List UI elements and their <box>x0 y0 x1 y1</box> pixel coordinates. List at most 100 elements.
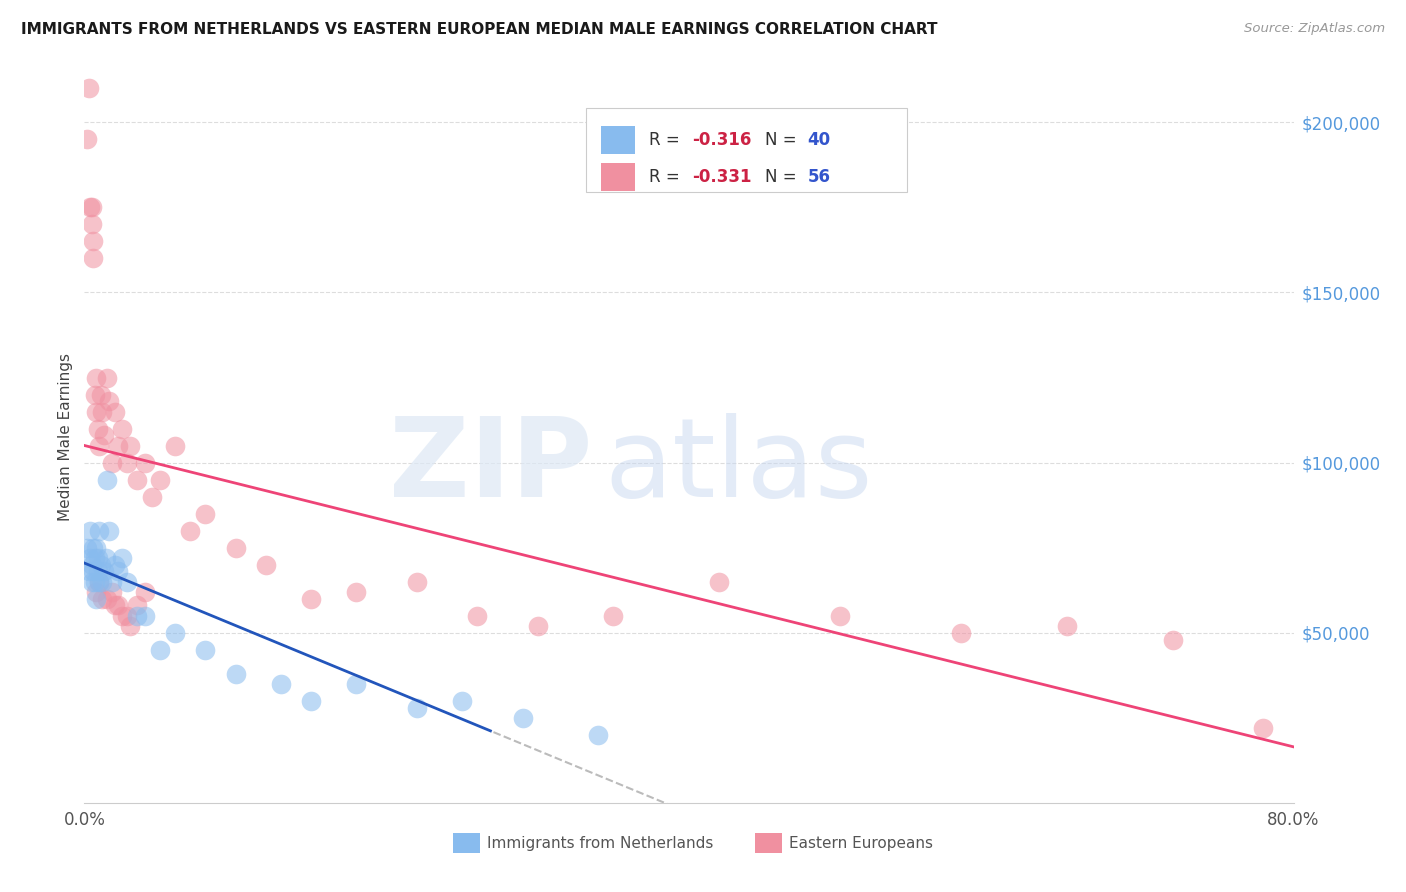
Point <box>82 541 104 555</box>
Bar <box>755 833 782 854</box>
Bar <box>600 163 634 191</box>
Point <box>97 524 120 538</box>
Point <box>86 541 108 555</box>
Point <box>89 574 111 589</box>
Point <box>346 677 368 691</box>
Text: Immigrants from Netherlands: Immigrants from Netherlands <box>486 836 713 851</box>
Point <box>91 404 114 418</box>
Point <box>127 599 149 613</box>
Point <box>89 574 111 589</box>
Point <box>107 439 129 453</box>
Point <box>225 666 247 681</box>
Point <box>96 370 118 384</box>
Point <box>1161 632 1184 647</box>
Point <box>93 428 115 442</box>
Text: ZIP: ZIP <box>389 413 592 520</box>
Point <box>79 524 101 538</box>
Point <box>512 711 534 725</box>
Text: Eastern Europeans: Eastern Europeans <box>789 836 934 851</box>
Point <box>107 565 129 579</box>
Text: -0.331: -0.331 <box>693 168 752 186</box>
Point <box>93 565 115 579</box>
Point <box>270 677 292 691</box>
Point <box>107 599 129 613</box>
Point <box>104 404 127 418</box>
Point <box>179 524 201 538</box>
Point <box>225 541 247 555</box>
Point <box>104 599 127 613</box>
Point <box>97 394 120 409</box>
Point <box>134 608 156 623</box>
Point <box>127 473 149 487</box>
Point <box>82 565 104 579</box>
Point <box>111 421 134 435</box>
Point <box>165 439 187 453</box>
Text: 56: 56 <box>807 168 831 186</box>
Point <box>89 439 111 453</box>
Point <box>194 507 217 521</box>
Point <box>118 439 141 453</box>
Point <box>451 694 474 708</box>
Point <box>588 728 610 742</box>
Point <box>134 585 156 599</box>
Point <box>91 591 114 606</box>
Point <box>149 473 172 487</box>
Point <box>111 608 134 623</box>
Text: IMMIGRANTS FROM NETHERLANDS VS EASTERN EUROPEAN MEDIAN MALE EARNINGS CORRELATION: IMMIGRANTS FROM NETHERLANDS VS EASTERN E… <box>21 22 938 37</box>
Point <box>84 574 107 589</box>
Point <box>100 574 122 589</box>
Point <box>76 541 98 555</box>
Point <box>77 81 100 95</box>
Text: R =: R = <box>650 131 685 149</box>
Y-axis label: Median Male Earnings: Median Male Earnings <box>58 353 73 521</box>
Point <box>94 550 117 565</box>
Point <box>346 585 368 599</box>
Point <box>96 591 118 606</box>
Point <box>1253 721 1275 735</box>
Point <box>165 625 187 640</box>
Text: N =: N = <box>765 168 801 186</box>
Point <box>194 642 217 657</box>
Text: -0.316: -0.316 <box>693 131 752 149</box>
Point <box>84 550 107 565</box>
Point <box>79 201 101 215</box>
Point <box>91 574 114 589</box>
Point <box>254 558 277 572</box>
Text: R =: R = <box>650 168 685 186</box>
Bar <box>453 833 479 854</box>
Text: 40: 40 <box>807 131 831 149</box>
Point <box>86 591 108 606</box>
Point <box>1056 619 1078 633</box>
Point <box>602 608 624 623</box>
Point <box>76 132 98 146</box>
Point <box>111 550 134 565</box>
Point <box>80 201 103 215</box>
Point <box>467 608 489 623</box>
Point <box>79 550 101 565</box>
Point <box>90 558 112 572</box>
Point <box>299 591 322 606</box>
Point <box>141 490 163 504</box>
Point <box>86 585 108 599</box>
Text: N =: N = <box>765 131 801 149</box>
Point <box>406 700 429 714</box>
Point <box>82 252 104 266</box>
Text: Source: ZipAtlas.com: Source: ZipAtlas.com <box>1244 22 1385 36</box>
Point <box>115 574 138 589</box>
Point <box>82 235 104 249</box>
Point <box>77 565 100 579</box>
Point <box>80 218 103 232</box>
Point <box>100 585 122 599</box>
Point <box>87 421 110 435</box>
Point <box>830 608 852 623</box>
Point <box>86 370 108 384</box>
Point <box>527 619 550 633</box>
Bar <box>600 126 634 153</box>
Bar <box>586 108 907 192</box>
Point <box>87 550 110 565</box>
Point <box>406 574 429 589</box>
Point <box>84 387 107 401</box>
Point <box>299 694 322 708</box>
Point <box>80 574 103 589</box>
Text: atlas: atlas <box>605 413 873 520</box>
